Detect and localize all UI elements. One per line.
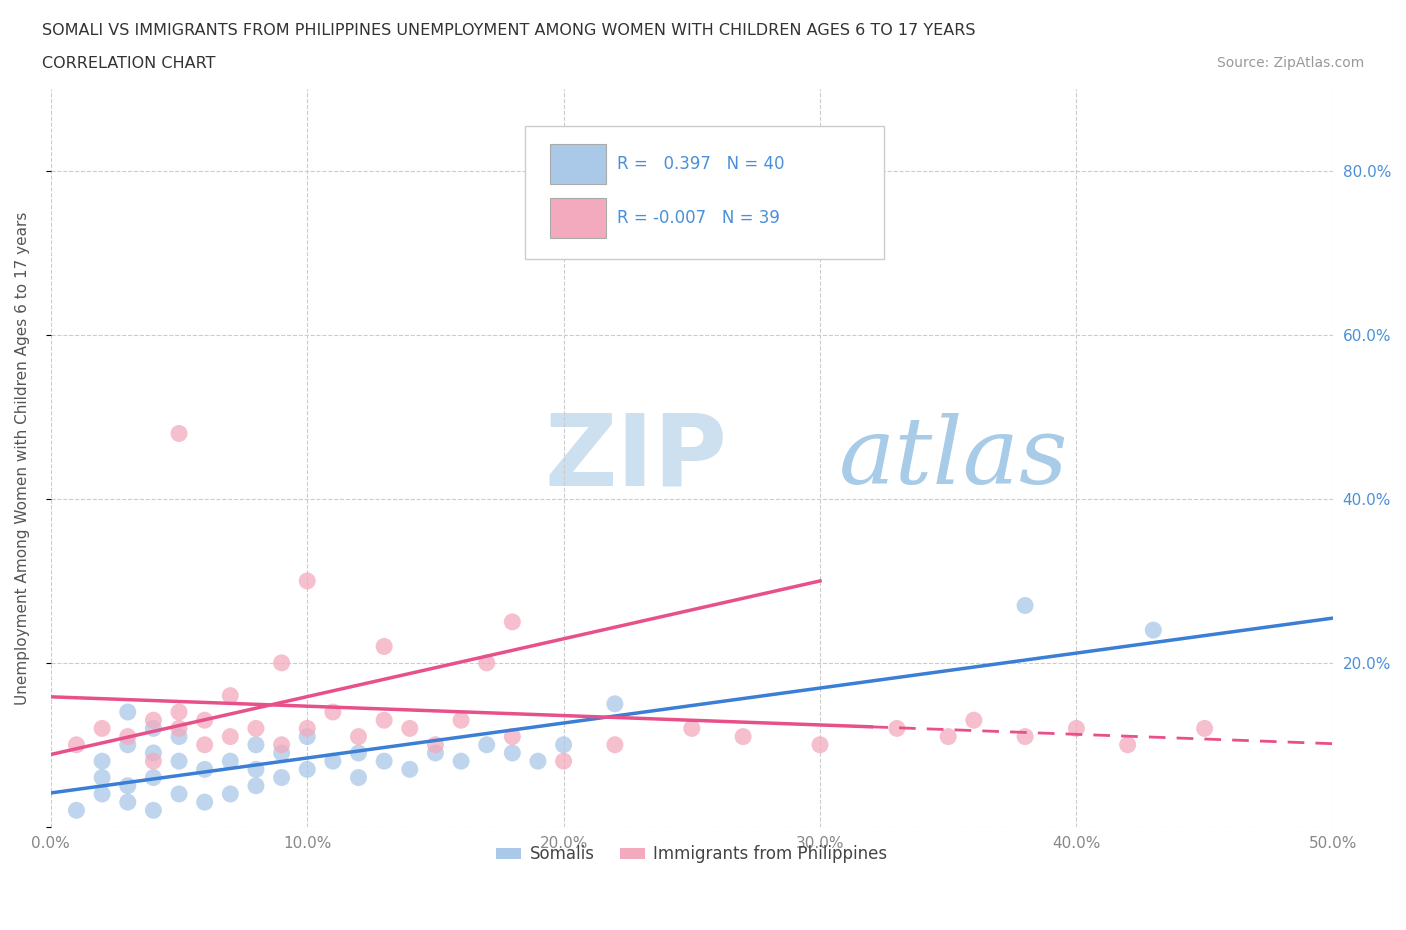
Point <box>1116 737 1139 752</box>
Point <box>117 729 139 744</box>
Point <box>117 778 139 793</box>
Point <box>167 787 190 802</box>
Point <box>65 737 87 752</box>
Point <box>501 615 523 630</box>
Point <box>475 656 498 671</box>
Point <box>117 705 139 720</box>
Point <box>245 762 267 777</box>
Point <box>167 721 190 736</box>
Point <box>297 721 319 736</box>
Point <box>167 705 190 720</box>
Text: SOMALI VS IMMIGRANTS FROM PHILIPPINES UNEMPLOYMENT AMONG WOMEN WITH CHILDREN AGE: SOMALI VS IMMIGRANTS FROM PHILIPPINES UN… <box>42 23 976 38</box>
Text: ZIP: ZIP <box>544 409 727 507</box>
Point <box>553 753 575 768</box>
Legend: Somalis, Immigrants from Philippines: Somalis, Immigrants from Philippines <box>489 839 894 870</box>
Point <box>142 721 165 736</box>
Point <box>425 737 447 752</box>
Point <box>91 721 114 736</box>
Point <box>681 721 703 736</box>
Text: atlas: atlas <box>839 413 1069 503</box>
Point <box>91 787 114 802</box>
Point <box>1142 623 1164 638</box>
Point <box>194 712 217 727</box>
Point <box>194 737 217 752</box>
Point <box>1066 721 1088 736</box>
Point <box>194 795 217 810</box>
Point <box>91 753 114 768</box>
Point <box>245 778 267 793</box>
Point <box>270 737 292 752</box>
Point <box>270 770 292 785</box>
Point <box>501 746 523 761</box>
Point <box>117 737 139 752</box>
Point <box>245 721 267 736</box>
Text: CORRELATION CHART: CORRELATION CHART <box>42 56 215 71</box>
Point <box>373 753 395 768</box>
Point <box>475 737 498 752</box>
Point <box>527 753 550 768</box>
Point <box>167 426 190 441</box>
Point <box>167 729 190 744</box>
Point <box>142 746 165 761</box>
Y-axis label: Unemployment Among Women with Children Ages 6 to 17 years: Unemployment Among Women with Children A… <box>15 211 30 705</box>
Text: Source: ZipAtlas.com: Source: ZipAtlas.com <box>1216 56 1364 70</box>
Point <box>501 729 523 744</box>
Point <box>219 729 242 744</box>
Point <box>219 753 242 768</box>
Point <box>117 795 139 810</box>
FancyBboxPatch shape <box>526 126 884 259</box>
Point <box>347 746 370 761</box>
Text: R =   0.397   N = 40: R = 0.397 N = 40 <box>617 155 785 173</box>
FancyBboxPatch shape <box>550 144 606 184</box>
Point <box>142 803 165 817</box>
Point <box>450 712 472 727</box>
Point <box>142 712 165 727</box>
Point <box>553 737 575 752</box>
Point <box>65 803 87 817</box>
Point <box>245 737 267 752</box>
Point <box>347 729 370 744</box>
Point <box>219 787 242 802</box>
Point <box>347 770 370 785</box>
Point <box>963 712 986 727</box>
Point <box>936 729 959 744</box>
Point <box>142 770 165 785</box>
Point <box>142 753 165 768</box>
Point <box>603 737 626 752</box>
Point <box>297 762 319 777</box>
FancyBboxPatch shape <box>550 198 606 237</box>
Point <box>297 574 319 589</box>
Point <box>450 753 472 768</box>
Point <box>219 688 242 703</box>
Point <box>808 737 831 752</box>
Point <box>297 729 319 744</box>
Point <box>398 762 420 777</box>
Point <box>373 712 395 727</box>
Point <box>194 762 217 777</box>
Point <box>373 639 395 654</box>
Point <box>603 697 626 711</box>
Point <box>1014 598 1036 613</box>
Point <box>733 729 755 744</box>
Point <box>322 705 344 720</box>
Point <box>322 753 344 768</box>
Point <box>270 656 292 671</box>
Point <box>1194 721 1216 736</box>
Point <box>425 746 447 761</box>
Text: R = -0.007   N = 39: R = -0.007 N = 39 <box>617 208 780 227</box>
Point <box>91 770 114 785</box>
Point <box>886 721 908 736</box>
Point <box>398 721 420 736</box>
Point <box>167 753 190 768</box>
Point <box>1014 729 1036 744</box>
Point <box>270 746 292 761</box>
